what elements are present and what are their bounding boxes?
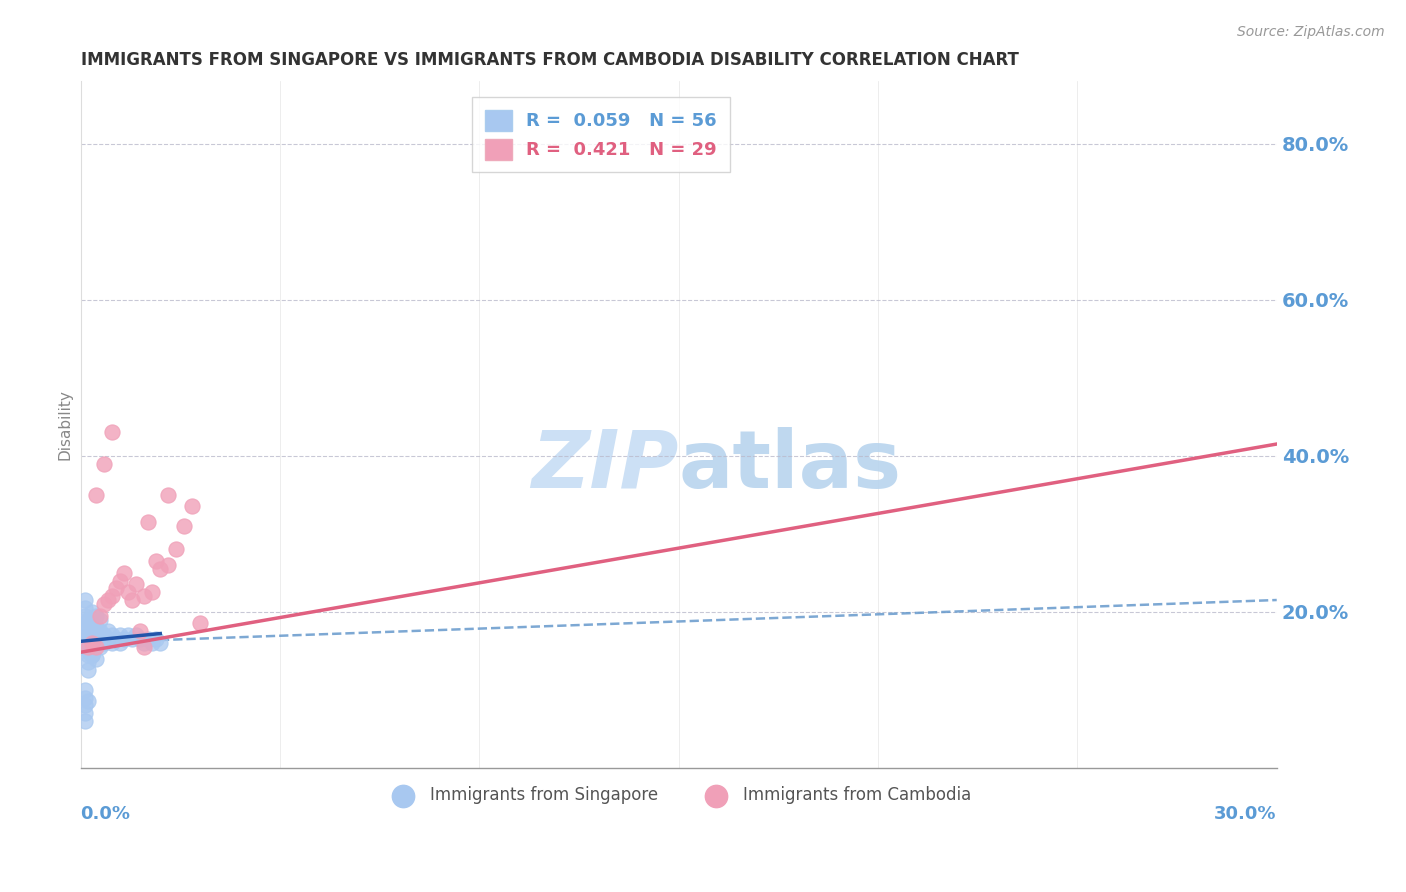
Text: 30.0%: 30.0% — [1215, 805, 1277, 823]
Point — [101, 425, 124, 440]
Point — [86, 628, 108, 642]
Point — [93, 628, 115, 642]
Legend: Immigrants from Singapore, Immigrants from Cambodia: Immigrants from Singapore, Immigrants fr… — [380, 780, 977, 811]
Point — [82, 616, 104, 631]
Point — [110, 628, 132, 642]
Point — [77, 643, 100, 657]
Point — [101, 589, 124, 603]
Point — [86, 620, 108, 634]
Point — [77, 628, 100, 642]
Point — [89, 632, 111, 646]
Point — [73, 632, 96, 646]
Point — [105, 632, 128, 646]
Point — [77, 640, 100, 654]
Point — [86, 636, 108, 650]
Point — [112, 632, 135, 646]
Point — [89, 608, 111, 623]
Point — [73, 593, 96, 607]
Point — [93, 597, 115, 611]
Point — [73, 600, 96, 615]
Point — [86, 608, 108, 623]
Point — [73, 640, 96, 654]
Point — [82, 624, 104, 639]
Point — [141, 585, 163, 599]
Point — [97, 624, 120, 639]
Point — [165, 542, 187, 557]
Point — [97, 632, 120, 646]
Point — [73, 616, 96, 631]
Point — [149, 636, 172, 650]
Point — [110, 636, 132, 650]
Point — [93, 457, 115, 471]
Point — [89, 640, 111, 654]
Point — [97, 593, 120, 607]
Point — [89, 613, 111, 627]
Point — [77, 694, 100, 708]
Point — [157, 488, 180, 502]
Point — [125, 577, 148, 591]
Point — [134, 636, 156, 650]
Text: Source: ZipAtlas.com: Source: ZipAtlas.com — [1237, 25, 1385, 39]
Point — [136, 515, 159, 529]
Y-axis label: Disability: Disability — [58, 389, 72, 460]
Point — [105, 582, 128, 596]
Point — [77, 663, 100, 677]
Point — [117, 585, 139, 599]
Point — [112, 566, 135, 580]
Text: IMMIGRANTS FROM SINGAPORE VS IMMIGRANTS FROM CAMBODIA DISABILITY CORRELATION CHA: IMMIGRANTS FROM SINGAPORE VS IMMIGRANTS … — [80, 51, 1018, 69]
Point — [82, 648, 104, 662]
Text: 0.0%: 0.0% — [80, 805, 131, 823]
Point — [134, 589, 156, 603]
Point — [145, 554, 167, 568]
Text: ZIP: ZIP — [531, 426, 679, 505]
Point — [134, 640, 156, 654]
Point — [86, 640, 108, 654]
Point — [181, 500, 204, 514]
Point — [82, 648, 104, 662]
Point — [82, 605, 104, 619]
Point — [89, 624, 111, 639]
Point — [73, 682, 96, 697]
Point — [73, 706, 96, 720]
Point — [82, 640, 104, 654]
Point — [86, 488, 108, 502]
Text: atlas: atlas — [679, 426, 901, 505]
Point — [73, 698, 96, 713]
Point — [117, 628, 139, 642]
Point — [86, 651, 108, 665]
Point — [73, 714, 96, 728]
Point — [136, 632, 159, 646]
Point — [141, 636, 163, 650]
Point — [121, 593, 143, 607]
Point — [157, 558, 180, 572]
Point — [82, 632, 104, 646]
Point — [73, 690, 96, 705]
Point — [93, 636, 115, 650]
Point — [73, 608, 96, 623]
Point — [129, 632, 152, 646]
Point — [129, 624, 152, 639]
Point — [101, 628, 124, 642]
Point — [145, 632, 167, 646]
Point — [121, 632, 143, 646]
Point — [77, 620, 100, 634]
Point — [73, 624, 96, 639]
Point — [77, 613, 100, 627]
Point — [125, 628, 148, 642]
Point — [82, 636, 104, 650]
Point — [188, 616, 211, 631]
Point — [173, 519, 195, 533]
Point — [77, 648, 100, 662]
Point — [110, 574, 132, 588]
Point — [77, 656, 100, 670]
Point — [77, 636, 100, 650]
Point — [101, 636, 124, 650]
Point — [149, 562, 172, 576]
